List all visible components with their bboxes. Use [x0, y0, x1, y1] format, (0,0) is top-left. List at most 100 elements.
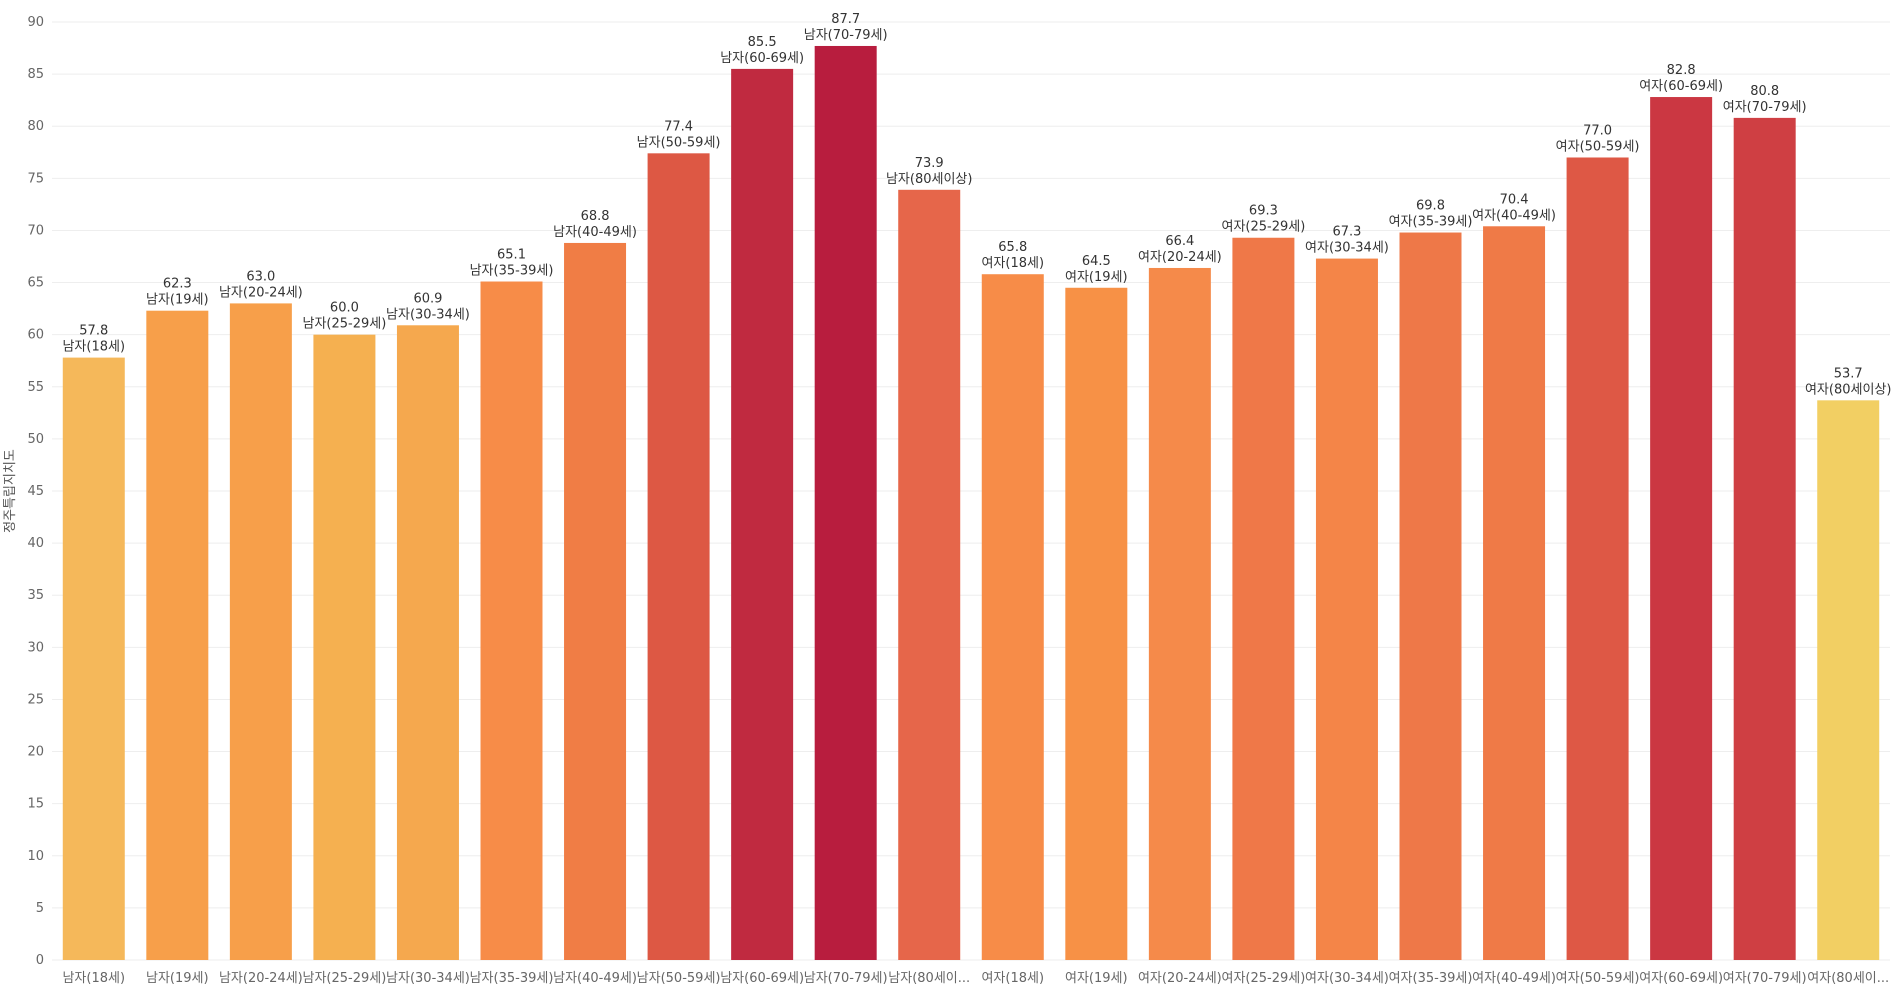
- y-tick-label: 15: [27, 797, 44, 812]
- y-tick-label: 30: [27, 640, 44, 655]
- x-tick-label: 남자(30-34세): [386, 971, 470, 986]
- bar-value-label: 57.8: [79, 324, 108, 339]
- x-tick-label: 남자(80세이...: [888, 971, 970, 986]
- x-tick-label: 여자(35-39세): [1389, 971, 1473, 986]
- y-tick-label: 60: [27, 328, 44, 343]
- x-tick-label: 남자(18세): [62, 971, 125, 986]
- bar-2: [146, 310, 209, 960]
- bar-12: [981, 274, 1044, 960]
- y-tick-label: 5: [36, 901, 44, 916]
- y-axis-label: 정주특립지치도: [3, 449, 18, 533]
- y-tick-label: 50: [27, 432, 44, 447]
- bar-value-label: 82.8: [1667, 63, 1696, 78]
- bar-19: [1566, 157, 1629, 960]
- bar-category-label: 남자(30-34세): [386, 307, 470, 322]
- y-tick-label: 70: [27, 223, 44, 238]
- x-tick-label: 남자(70-79세): [804, 971, 888, 986]
- x-tick-label: 남자(25-29세): [303, 971, 387, 986]
- y-tick-label: 0: [36, 953, 44, 968]
- bar-category-label: 여자(60-69세): [1639, 79, 1723, 94]
- bar-value-label: 77.0: [1583, 123, 1612, 138]
- bar-category-label: 남자(19세): [146, 293, 209, 308]
- bar-category-label: 여자(80세이상): [1805, 382, 1892, 397]
- x-tick-label: 여자(18세): [981, 971, 1044, 986]
- bar-13: [1065, 287, 1128, 960]
- bar-category-label: 남자(50-59세): [637, 135, 721, 150]
- bar-category-label: 남자(18세): [62, 340, 125, 355]
- bar-category-label: 남자(20-24세): [219, 285, 303, 300]
- bar-value-label: 69.8: [1416, 199, 1445, 214]
- bar-9: [731, 68, 794, 960]
- bar-category-label: 여자(40-49세): [1472, 208, 1556, 223]
- bar-11: [898, 189, 961, 960]
- x-axis-category-labels: 남자(18세) 남자(19세) 남자(20-24세) 남자(25-29세) 남자(30-…: [62, 971, 1889, 986]
- bar-4: [313, 334, 376, 961]
- bar-value-label: 66.4: [1165, 234, 1194, 249]
- bar-value-label: 68.8: [581, 209, 610, 224]
- bar-category-label: 여자(20-24세): [1138, 250, 1222, 265]
- y-tick-label: 40: [27, 536, 44, 551]
- bar-22: [1817, 400, 1880, 960]
- bar-value-label: 87.7: [831, 12, 860, 27]
- x-tick-label: 여자(80세이...: [1807, 971, 1889, 986]
- y-tick-label: 65: [27, 276, 44, 291]
- bar-value-label: 69.3: [1249, 204, 1278, 219]
- bar-value-label: 64.5: [1082, 254, 1111, 269]
- x-tick-label: 남자(20-24세): [219, 971, 303, 986]
- bar-category-label: 남자(25-29세): [303, 317, 387, 332]
- bar-category-label: 여자(25-29세): [1222, 220, 1306, 235]
- x-tick-label: 여자(19세): [1065, 971, 1128, 986]
- bar-category-label: 여자(18세): [981, 256, 1044, 271]
- y-tick-label: 25: [27, 692, 44, 707]
- bar-category-label: 남자(40-49세): [553, 225, 637, 240]
- bar-category-label: 여자(30-34세): [1305, 241, 1389, 256]
- bar-value-label: 53.7: [1834, 366, 1863, 381]
- bar-value-label: 65.1: [497, 248, 526, 263]
- y-axis-ticks: 0 5 10 15 20 25 30 35 40 45 50 55 60 65 70 75 80 85 90: [27, 15, 44, 968]
- bar-1: [62, 357, 125, 960]
- bars: [62, 45, 1880, 961]
- bar-7: [564, 242, 627, 960]
- bar-value-label: 60.9: [413, 291, 442, 306]
- bar-18: [1483, 226, 1546, 960]
- bar-5: [396, 325, 459, 961]
- y-tick-label: 90: [27, 15, 44, 30]
- bar-3: [229, 303, 292, 960]
- x-tick-label: 남자(60-69세): [720, 971, 804, 986]
- x-tick-label: 남자(35-39세): [470, 971, 554, 986]
- bar-value-label: 77.4: [664, 119, 693, 134]
- bar-value-label: 85.5: [748, 35, 777, 50]
- bar-10: [814, 45, 877, 960]
- bar-value-label: 73.9: [915, 156, 944, 171]
- bar-17: [1399, 232, 1462, 961]
- bar-value-label: 63.0: [246, 269, 275, 284]
- y-tick-label: 20: [27, 745, 44, 760]
- bar-category-label: 여자(19세): [1065, 270, 1128, 285]
- bar-value-label: 67.3: [1332, 225, 1361, 240]
- bar-category-label: 남자(35-39세): [470, 264, 554, 279]
- bar-value-label: 65.8: [998, 240, 1027, 255]
- x-tick-label: 남자(40-49세): [553, 971, 637, 986]
- bar-value-label: 60.0: [330, 301, 359, 316]
- y-tick-label: 10: [27, 849, 44, 864]
- y-tick-label: 45: [27, 484, 44, 499]
- bar-6: [480, 281, 543, 961]
- bar-15: [1232, 237, 1295, 961]
- bar-category-label: 여자(35-39세): [1389, 215, 1473, 230]
- bar-labels: 57.8남자(18세) 62.3남자(19세) 63.0남자(20-24세) 60.0…: [62, 12, 1891, 397]
- x-tick-label: 여자(60-69세): [1639, 971, 1723, 986]
- bar-category-label: 여자(70-79세): [1723, 100, 1807, 115]
- bar-value-label: 62.3: [163, 277, 192, 292]
- bar-21: [1733, 117, 1796, 960]
- bar-category-label: 남자(60-69세): [720, 51, 804, 66]
- x-tick-label: 남자(50-59세): [637, 971, 721, 986]
- bar-category-label: 남자(80세이상): [886, 172, 973, 187]
- bar-14: [1148, 267, 1211, 960]
- bar-category-label: 여자(50-59세): [1556, 139, 1640, 154]
- y-tick-label: 75: [27, 171, 44, 186]
- y-tick-label: 55: [27, 380, 44, 395]
- x-tick-label: 여자(40-49세): [1472, 971, 1556, 986]
- bar-value-label: 70.4: [1500, 192, 1529, 207]
- x-tick-label: 여자(30-34세): [1305, 971, 1389, 986]
